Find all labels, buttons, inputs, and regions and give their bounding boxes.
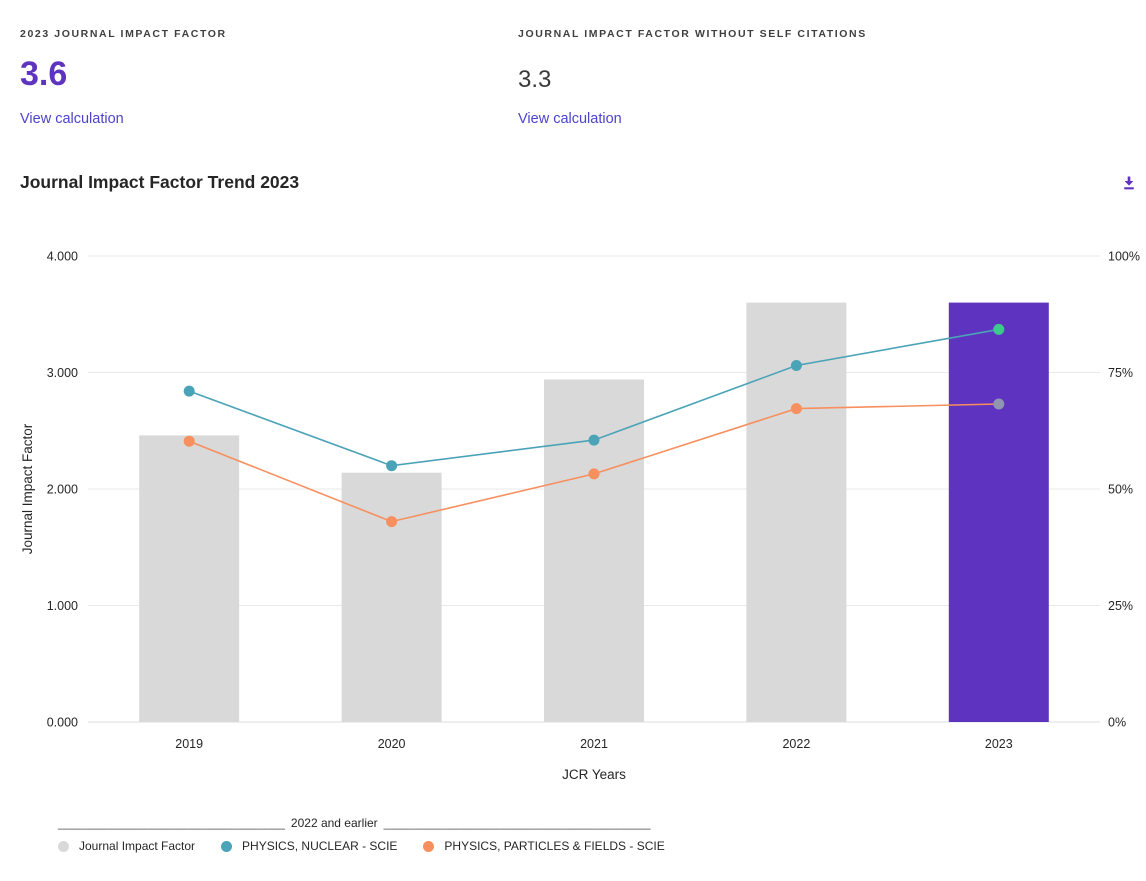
y-right-tick: 50%	[1108, 483, 1133, 497]
view-calculation-link-jif[interactable]: View calculation	[20, 111, 124, 127]
x-tick-2020: 2020	[378, 737, 406, 751]
y-left-tick: 2.000	[47, 483, 78, 497]
data-point-1-2021[interactable]	[588, 468, 600, 480]
legend-dot-gray	[58, 840, 69, 852]
legend-label: PHYSICS, NUCLEAR - SCIE	[242, 839, 398, 853]
data-point-0-2021[interactable]	[588, 434, 600, 446]
data-point-1-2019[interactable]	[183, 435, 195, 447]
y-right-tick: 75%	[1108, 366, 1133, 380]
stat-journal-impact-factor: 2023 JOURNAL IMPACT FACTOR 3.6 View calc…	[20, 28, 227, 128]
divider-dashes-right: ________________________________________	[383, 816, 651, 830]
data-point-0-2022[interactable]	[790, 360, 802, 371]
view-calculation-link-jif-no-self[interactable]: View calculation	[518, 111, 622, 127]
legend-item-physics-nuclear: PHYSICS, NUCLEAR - SCIE	[221, 839, 397, 853]
stat-value-jif: 3.6	[20, 55, 68, 93]
chart-legend: __________________________________ 2022 …	[58, 816, 665, 853]
legend-label: PHYSICS, PARTICLES & FIELDS - SCIE	[444, 839, 665, 853]
jif-trend-chart: 0.000 0% 1.000 25% 2.000 50% 3.000 75% 4.000 100%…	[20, 250, 1140, 783]
x-axis-title: JCR Years	[562, 767, 626, 782]
bar-2023[interactable]	[948, 302, 1049, 722]
y-left-tick: 1.000	[47, 599, 78, 613]
legend-dot-orange	[423, 840, 435, 852]
x-tick-2022: 2022	[782, 737, 810, 751]
y-right-tick: 100%	[1108, 250, 1140, 264]
legend-item-physics-particles-fields: PHYSICS, PARTICLES & FIELDS - SCIE	[423, 839, 665, 853]
download-icon	[1121, 175, 1137, 191]
x-tick-2021: 2021	[580, 737, 608, 751]
y-left-tick: 0.000	[47, 716, 78, 730]
data-point-1-2020[interactable]	[386, 516, 398, 528]
y-left-tick: 3.000	[47, 366, 78, 380]
y-right-tick: 0%	[1108, 716, 1126, 730]
data-point-0-2019[interactable]	[183, 385, 195, 397]
data-point-1-2023[interactable]	[993, 398, 1005, 410]
bar-2021[interactable]	[544, 379, 644, 723]
legend-label: Journal Impact Factor	[79, 839, 196, 853]
data-point-1-2022[interactable]	[790, 403, 802, 415]
legend-divider: __________________________________ 2022 …	[58, 816, 665, 830]
data-point-0-2020[interactable]	[386, 460, 398, 472]
bar-2019[interactable]	[139, 435, 240, 722]
stat-label: 2023 JOURNAL IMPACT FACTOR	[20, 28, 227, 40]
stat-jif-without-self-citations: JOURNAL IMPACT FACTOR WITHOUT SELF CITAT…	[518, 28, 867, 128]
divider-dashes-left: __________________________________	[58, 816, 285, 830]
data-point-0-2023[interactable]	[993, 323, 1005, 335]
bar-2020[interactable]	[341, 472, 442, 722]
download-chart-button[interactable]	[1116, 171, 1142, 195]
y-axis-title: Journal Impact Factor	[20, 423, 35, 554]
y-right-tick: 25%	[1108, 599, 1133, 613]
legend-items: Journal Impact Factor PHYSICS, NUCLEAR -…	[58, 839, 665, 853]
stat-value-jif-no-self: 3.3	[518, 66, 552, 93]
legend-item-journal-impact-factor: Journal Impact Factor	[58, 839, 195, 853]
x-tick-2023: 2023	[985, 737, 1013, 751]
bar-2022[interactable]	[746, 302, 847, 722]
stat-label: JOURNAL IMPACT FACTOR WITHOUT SELF CITAT…	[518, 28, 867, 40]
jif-trend-chart-area: 0.000 0% 1.000 25% 2.000 50% 3.000 75% 4.000 100%…	[0, 242, 1146, 798]
chart-title: Journal Impact Factor Trend 2023	[20, 172, 300, 192]
legend-dot-teal	[221, 840, 233, 852]
y-left-tick: 4.000	[47, 250, 78, 264]
x-tick-2019: 2019	[175, 737, 203, 751]
legend-divider-label: 2022 and earlier	[290, 816, 378, 830]
